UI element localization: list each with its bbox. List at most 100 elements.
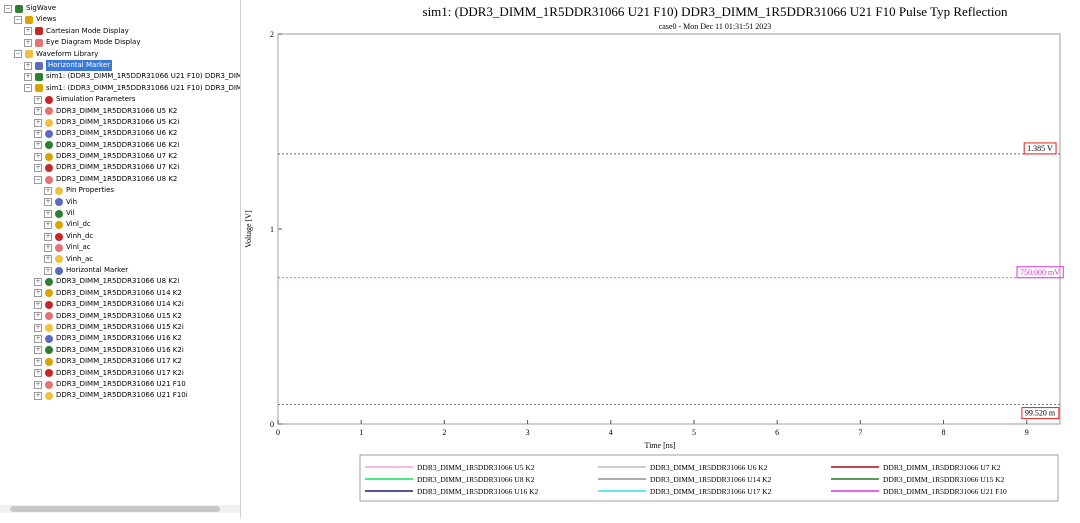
expander[interactable]: + — [34, 300, 42, 309]
scrollbar[interactable] — [0, 505, 240, 513]
tree-row[interactable]: + sim1: (DDR3_DIMM_1R5DDR31066 U21 F10) D… — [4, 71, 241, 82]
expander[interactable]: + — [24, 27, 32, 36]
tree-row[interactable]: + Vih — [4, 197, 240, 208]
tree-label[interactable]: sim1: (DDR3_DIMM_1R5DDR31066 U21 F10) DD… — [46, 83, 241, 92]
tree-label[interactable]: DDR3_DIMM_1R5DDR31066 U16 K2 — [56, 334, 182, 343]
tree-label[interactable]: DDR3_DIMM_1R5DDR31066 U17 K2 — [56, 357, 182, 366]
tree-label[interactable]: Pin Properties — [66, 186, 115, 195]
tree-row[interactable]: + DDR3_DIMM_1R5DDR31066 U17 K2i — [4, 368, 240, 379]
tree-label[interactable]: Horizontal Marker — [66, 265, 129, 274]
tree-row[interactable]: + DDR3_DIMM_1R5DDR31066 U6 K2 — [4, 128, 240, 139]
tree-label[interactable]: Cartesian Mode Display — [46, 26, 129, 35]
tree-label[interactable]: Vinl_dc — [66, 220, 91, 229]
expander[interactable]: − — [24, 84, 32, 93]
expander[interactable]: + — [44, 255, 52, 264]
tree-row[interactable]: − Views — [4, 14, 240, 25]
tree-label[interactable]: DDR3_DIMM_1R5DDR31066 U7 K2 — [56, 152, 178, 161]
expander[interactable]: − — [14, 50, 22, 59]
expander[interactable]: + — [34, 118, 42, 127]
tree-label[interactable]: DDR3_DIMM_1R5DDR31066 U16 K2i — [56, 345, 184, 354]
expander[interactable]: + — [34, 289, 42, 298]
expander[interactable]: + — [34, 95, 42, 104]
expander[interactable]: + — [24, 61, 32, 70]
tree-row[interactable]: + Eye Diagram Mode Display — [4, 37, 240, 48]
tree-row[interactable]: + DDR3_DIMM_1R5DDR31066 U14 K2i — [4, 299, 240, 310]
tree-label[interactable]: Vinh_dc — [66, 231, 94, 240]
tree-label[interactable]: DDR3_DIMM_1R5DDR31066 U15 K2 — [56, 311, 182, 320]
expander[interactable]: − — [4, 4, 12, 13]
tree-row[interactable]: + DDR3_DIMM_1R5DDR31066 U14 K2 — [4, 288, 240, 299]
expander[interactable]: + — [24, 73, 32, 82]
expander[interactable]: + — [34, 346, 42, 355]
tree-row[interactable]: + Vinh_dc — [4, 231, 240, 242]
tree-row[interactable]: − SigWave — [4, 3, 240, 14]
expander[interactable]: + — [34, 369, 42, 378]
expander[interactable]: + — [34, 312, 42, 321]
tree-label[interactable]: DDR3_DIMM_1R5DDR31066 U14 K2i — [56, 300, 184, 309]
expander[interactable]: + — [34, 164, 42, 173]
tree-label[interactable]: Vih — [66, 197, 78, 206]
expander[interactable]: + — [44, 266, 52, 275]
tree-row[interactable]: + Vinl_dc — [4, 219, 240, 230]
expander[interactable]: + — [24, 38, 32, 47]
tree-row[interactable]: + DDR3_DIMM_1R5DDR31066 U16 K2 — [4, 333, 240, 344]
expander[interactable]: + — [44, 221, 52, 230]
tree-label[interactable]: DDR3_DIMM_1R5DDR31066 U14 K2 — [56, 288, 182, 297]
tree-row[interactable]: + DDR3_DIMM_1R5DDR31066 U7 K2i — [4, 162, 240, 173]
tree-row[interactable]: + Vil — [4, 208, 240, 219]
tree-row[interactable]: + DDR3_DIMM_1R5DDR31066 U7 K2 — [4, 151, 240, 162]
scroll-thumb[interactable] — [10, 506, 220, 512]
expander[interactable]: + — [44, 243, 52, 252]
expander[interactable]: + — [34, 152, 42, 161]
tree-row[interactable]: + Horizontal Marker — [4, 265, 240, 276]
tree-label[interactable]: DDR3_DIMM_1R5DDR31066 U6 K2 — [56, 129, 178, 138]
tree-label[interactable]: DDR3_DIMM_1R5DDR31066 U21 F10i — [56, 391, 188, 400]
tree-row[interactable]: + DDR3_DIMM_1R5DDR31066 U6 K2i — [4, 140, 240, 151]
tree-row[interactable]: + DDR3_DIMM_1R5DDR31066 U17 K2 — [4, 356, 240, 367]
tree-label[interactable]: DDR3_DIMM_1R5DDR31066 U6 K2i — [56, 140, 180, 149]
expander[interactable]: − — [14, 16, 22, 25]
expander[interactable]: + — [34, 357, 42, 366]
tree-label[interactable]: Vinh_ac — [66, 254, 94, 263]
expander[interactable]: + — [34, 380, 42, 389]
expander[interactable]: + — [34, 323, 42, 332]
tree-row[interactable]: + DDR3_DIMM_1R5DDR31066 U8 K2i — [4, 276, 240, 287]
tree-label[interactable]: Horizontal Marker — [46, 59, 113, 72]
tree-label[interactable]: DDR3_DIMM_1R5DDR31066 U8 K2i — [56, 277, 180, 286]
tree-row[interactable]: + DDR3_DIMM_1R5DDR31066 U5 K2 — [4, 106, 240, 117]
expander[interactable]: − — [34, 175, 42, 184]
tree-label[interactable]: DDR3_DIMM_1R5DDR31066 U7 K2i — [56, 163, 180, 172]
tree-row[interactable]: − DDR3_DIMM_1R5DDR31066 U8 K2 — [4, 174, 240, 185]
tree-label[interactable]: Waveform Library — [36, 49, 99, 58]
expander[interactable]: + — [44, 232, 52, 241]
tree-row[interactable]: + DDR3_DIMM_1R5DDR31066 U5 K2i — [4, 117, 240, 128]
tree-row[interactable]: + Pin Properties — [4, 185, 240, 196]
tree-row[interactable]: − Waveform Library — [4, 49, 240, 60]
expander[interactable]: + — [44, 198, 52, 207]
tree-row[interactable]: + Vinh_ac — [4, 254, 240, 265]
tree-label[interactable]: Vil — [66, 209, 75, 218]
tree-label[interactable]: Views — [36, 15, 57, 24]
tree-label[interactable]: Vinl_ac — [66, 243, 91, 252]
tree-row[interactable]: + DDR3_DIMM_1R5DDR31066 U21 F10 — [4, 379, 240, 390]
tree-row[interactable]: + DDR3_DIMM_1R5DDR31066 U15 K2 — [4, 311, 240, 322]
expander[interactable]: + — [44, 209, 52, 218]
tree-label[interactable]: SigWave — [26, 4, 57, 12]
tree-row[interactable]: + DDR3_DIMM_1R5DDR31066 U21 F10i — [4, 390, 240, 401]
expander[interactable]: + — [34, 141, 42, 150]
tree-label[interactable]: Eye Diagram Mode Display — [46, 38, 141, 47]
tree-label[interactable]: DDR3_DIMM_1R5DDR31066 U8 K2 — [56, 174, 178, 183]
tree-row[interactable]: + Simulation Parameters — [4, 94, 240, 105]
tree-label[interactable]: DDR3_DIMM_1R5DDR31066 U17 K2i — [56, 368, 184, 377]
expander[interactable]: + — [34, 278, 42, 287]
tree-label[interactable]: DDR3_DIMM_1R5DDR31066 U15 K2i — [56, 322, 184, 331]
tree-label[interactable]: Simulation Parameters — [56, 95, 136, 104]
tree-label[interactable]: DDR3_DIMM_1R5DDR31066 U21 F10 — [56, 379, 186, 388]
expander[interactable]: + — [34, 107, 42, 116]
tree-row[interactable]: + Vinl_ac — [4, 242, 240, 253]
tree-label[interactable]: DDR3_DIMM_1R5DDR31066 U5 K2i — [56, 117, 180, 126]
tree-label[interactable]: sim1: (DDR3_DIMM_1R5DDR31066 U21 F10) DD… — [46, 72, 241, 81]
tree-row[interactable]: + DDR3_DIMM_1R5DDR31066 U15 K2i — [4, 322, 240, 333]
tree-row[interactable]: + Cartesian Mode Display — [4, 26, 240, 37]
expander[interactable]: + — [44, 186, 52, 195]
